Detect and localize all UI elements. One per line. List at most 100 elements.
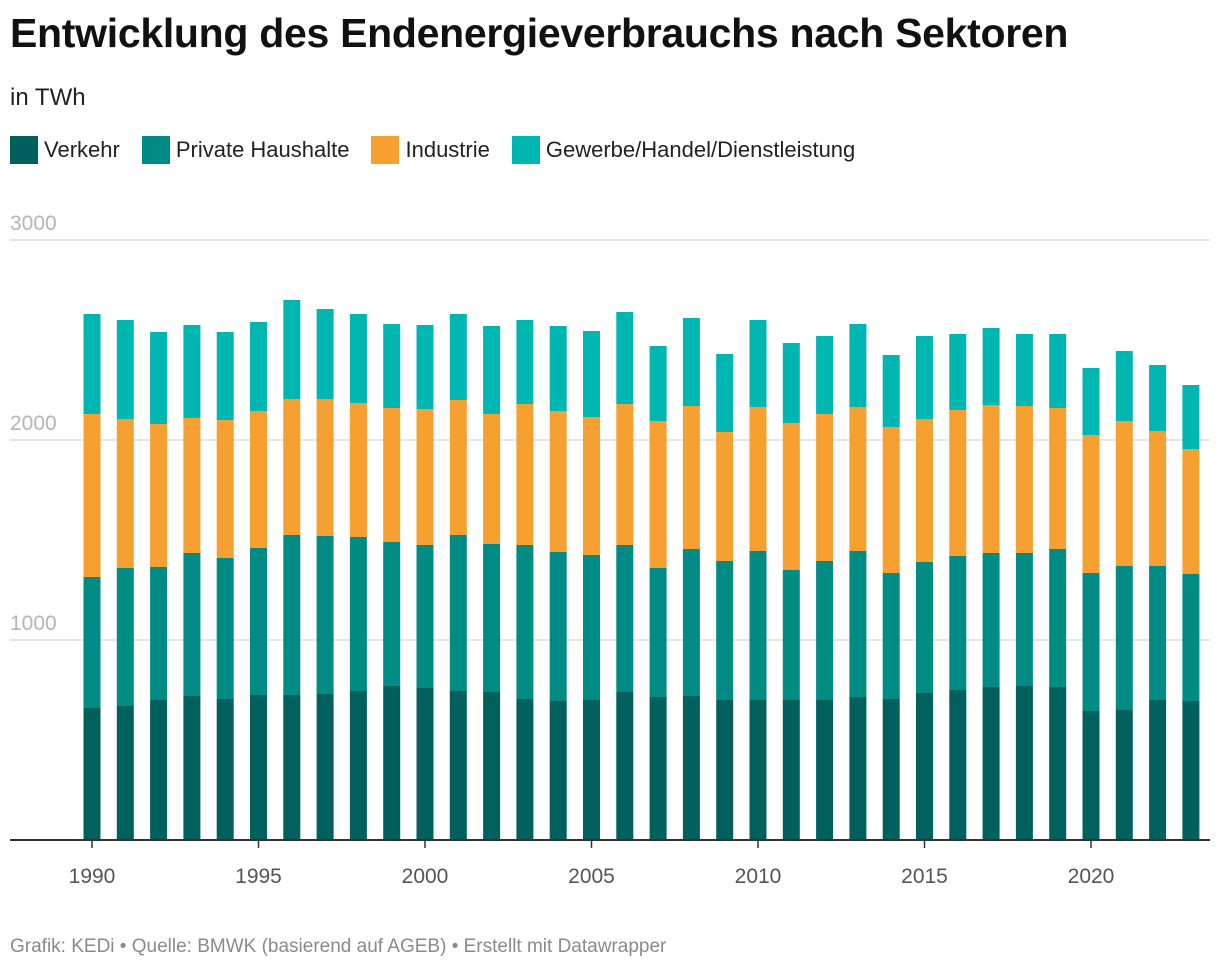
bar-segment bbox=[649, 346, 667, 421]
bar-segment bbox=[250, 548, 267, 695]
bar-segment bbox=[782, 343, 800, 423]
bar-segment bbox=[316, 399, 334, 536]
bar-segment bbox=[416, 409, 434, 545]
x-tick-label: 2015 bbox=[901, 865, 948, 888]
bar-segment bbox=[982, 405, 1000, 553]
bar-segment bbox=[150, 332, 168, 424]
bar-segment bbox=[183, 325, 201, 418]
bar-segment bbox=[583, 700, 600, 840]
bar-segment bbox=[1182, 449, 1200, 574]
bar-segment bbox=[316, 536, 334, 694]
bar-segment bbox=[183, 696, 201, 840]
bar-segment bbox=[83, 314, 101, 414]
bar-segment bbox=[716, 561, 734, 700]
bar-segment bbox=[1049, 687, 1067, 840]
bar-segment bbox=[383, 408, 401, 542]
bar-segment bbox=[1182, 701, 1200, 840]
x-tick-label: 1995 bbox=[235, 865, 282, 888]
legend-label: Industrie bbox=[405, 137, 490, 162]
bar-segment bbox=[1049, 334, 1067, 408]
bar-segment bbox=[150, 700, 168, 840]
bar-segment bbox=[216, 420, 234, 558]
bar-segment bbox=[749, 407, 767, 551]
bar-segment bbox=[1015, 406, 1033, 553]
x-tick-label: 2005 bbox=[568, 865, 615, 888]
bar-segment bbox=[1049, 408, 1067, 549]
bar-segment bbox=[583, 331, 600, 417]
y-tick-label: 1000 bbox=[10, 612, 57, 635]
bar-segment bbox=[383, 324, 401, 408]
bar-segment bbox=[782, 700, 800, 840]
source-footer: Grafik: KEDi • Quelle: BMWK (basierend a… bbox=[10, 936, 667, 957]
bar-segment bbox=[83, 577, 101, 708]
bar-segment bbox=[949, 556, 967, 690]
bar-segment bbox=[716, 700, 734, 840]
bar-segment bbox=[1082, 368, 1100, 435]
bar-segment bbox=[782, 423, 800, 570]
bar-segment bbox=[1182, 385, 1200, 449]
bar-segment bbox=[616, 692, 634, 840]
bar-segment bbox=[549, 411, 567, 552]
bar-segment bbox=[449, 400, 467, 535]
bar-segment bbox=[916, 693, 933, 840]
x-tick-label: 1990 bbox=[69, 865, 116, 888]
bar-segment bbox=[449, 691, 467, 840]
bar-segment bbox=[682, 406, 700, 549]
bar-segment bbox=[583, 417, 600, 555]
bar-segment bbox=[416, 545, 434, 688]
bar-segment bbox=[782, 570, 800, 700]
bar-segment bbox=[250, 695, 267, 840]
stacked-bar-chart: 1000 2000 3000 1990 1995 2000 2005 2010 2015 2020 bbox=[10, 212, 1210, 888]
bar-segment bbox=[882, 355, 900, 427]
bar-segment bbox=[1149, 566, 1167, 700]
bar-segment bbox=[349, 314, 367, 403]
bar-segment bbox=[83, 414, 101, 577]
bar-segment bbox=[116, 320, 134, 419]
bar-segment bbox=[150, 567, 168, 700]
bar-segment bbox=[416, 688, 434, 840]
bar-segment bbox=[516, 699, 534, 840]
legend-item-private-haushalte: Private Haushalte bbox=[141, 136, 349, 164]
bar-segment bbox=[849, 697, 867, 840]
bar-segment bbox=[982, 687, 1000, 840]
bar-segment bbox=[649, 568, 667, 697]
bar-segment bbox=[916, 336, 933, 419]
bar-segment bbox=[283, 300, 301, 399]
bar-segment bbox=[83, 708, 101, 840]
legend-swatch bbox=[141, 136, 170, 164]
bar-segment bbox=[183, 553, 201, 696]
bar-segment bbox=[749, 700, 767, 840]
bar-segment bbox=[516, 545, 534, 699]
bar-segment bbox=[549, 552, 567, 701]
bar-segment bbox=[916, 562, 933, 693]
bar-segment bbox=[549, 701, 567, 840]
bar-segment bbox=[316, 309, 334, 399]
bar-segment bbox=[216, 558, 234, 699]
bar-segment bbox=[183, 418, 201, 553]
bar-segment bbox=[216, 699, 234, 840]
bar-segment bbox=[949, 410, 967, 556]
bar-segment bbox=[583, 555, 600, 700]
x-tick-label: 2000 bbox=[402, 865, 449, 888]
bar-segment bbox=[1149, 700, 1167, 840]
x-tick-label: 2020 bbox=[1068, 865, 1115, 888]
bar-segment bbox=[349, 403, 367, 537]
bar-segment bbox=[916, 419, 933, 562]
bar-segment bbox=[982, 553, 1000, 687]
bar-segment bbox=[1115, 566, 1133, 710]
bar-segment bbox=[1049, 549, 1067, 687]
bar-segment bbox=[882, 699, 900, 840]
bar-segment bbox=[1082, 573, 1100, 711]
bar-segment bbox=[816, 414, 834, 561]
bar-segment bbox=[383, 542, 401, 686]
bar-segment bbox=[849, 407, 867, 551]
bar-segment bbox=[882, 573, 900, 699]
bar-segment bbox=[749, 551, 767, 700]
bar-segment bbox=[716, 432, 734, 561]
legend-item-industrie: Industrie bbox=[371, 136, 490, 164]
bar-segment bbox=[283, 695, 301, 840]
bar-segment bbox=[316, 694, 334, 840]
bar-segment bbox=[1115, 351, 1133, 421]
bar-segment bbox=[682, 549, 700, 696]
bar-segment bbox=[1182, 574, 1200, 701]
